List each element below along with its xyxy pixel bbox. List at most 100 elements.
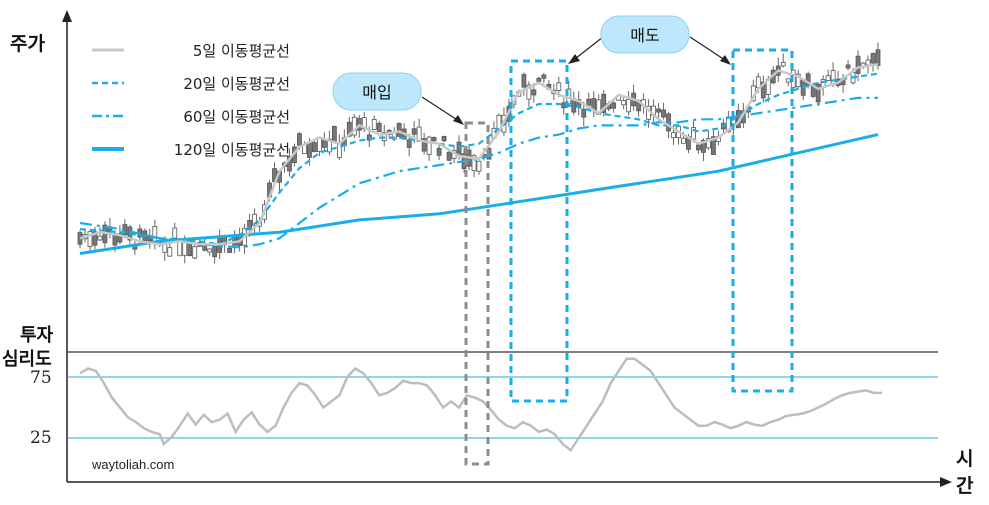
candle bbox=[371, 115, 377, 131]
moving-average-lines bbox=[79, 63, 879, 255]
candle-body bbox=[656, 108, 661, 113]
candle bbox=[416, 118, 422, 142]
candle bbox=[287, 148, 292, 177]
candle bbox=[760, 75, 766, 103]
candle-body bbox=[875, 49, 881, 66]
candle bbox=[780, 53, 786, 68]
candle bbox=[785, 78, 791, 87]
candle-body bbox=[681, 137, 686, 144]
candle bbox=[521, 72, 527, 96]
candle bbox=[611, 100, 617, 113]
candle bbox=[526, 81, 532, 107]
candle-body bbox=[611, 102, 617, 109]
candle bbox=[820, 75, 826, 96]
candle-body bbox=[760, 81, 766, 99]
candle bbox=[391, 127, 397, 142]
candle bbox=[870, 52, 876, 72]
candle-body bbox=[556, 82, 562, 91]
candle bbox=[207, 248, 213, 256]
x-axis-label-top: 시 bbox=[956, 448, 973, 470]
candle-body bbox=[526, 84, 532, 100]
candle bbox=[795, 69, 801, 90]
y-axis-label: 주가 bbox=[10, 33, 45, 55]
indicator-label-top: 투자 bbox=[20, 325, 54, 346]
candle bbox=[601, 89, 607, 117]
candle-body bbox=[701, 139, 706, 153]
candle-body bbox=[696, 144, 701, 151]
legend-label-ma60: 60일 이동평균선 bbox=[183, 108, 290, 126]
candle bbox=[351, 114, 357, 139]
candle-body bbox=[661, 109, 666, 118]
candle bbox=[132, 239, 138, 256]
legend-label-ma20: 20일 이동평균선 bbox=[183, 75, 290, 93]
candle-body bbox=[212, 245, 218, 258]
candle-body bbox=[536, 77, 542, 82]
legend-label-ma120: 120일 이동평균선 bbox=[174, 141, 290, 159]
legend: 5일 이동평균선 20일 이동평균선 60일 이동평균선 120일 이동평균선 bbox=[92, 42, 290, 159]
candle-body bbox=[441, 136, 447, 142]
buy-box bbox=[464, 121, 490, 466]
candle-body bbox=[785, 78, 791, 83]
candle-body bbox=[581, 108, 587, 118]
sell-callout-label: 매도 bbox=[630, 26, 659, 45]
candle bbox=[376, 121, 382, 133]
candle-body bbox=[177, 240, 183, 257]
candle-body bbox=[396, 122, 402, 137]
candle bbox=[326, 130, 332, 156]
candle-body bbox=[297, 133, 302, 146]
candle-body bbox=[855, 55, 861, 74]
candle-body bbox=[182, 241, 188, 256]
ma5-line bbox=[79, 63, 879, 246]
candle-body bbox=[621, 99, 627, 106]
candle-body bbox=[626, 99, 632, 113]
candle-body bbox=[436, 147, 442, 156]
candle bbox=[426, 135, 432, 161]
candle-body bbox=[431, 137, 437, 142]
ma60-line bbox=[79, 96, 878, 249]
candle bbox=[102, 221, 108, 248]
candle bbox=[825, 69, 831, 82]
candle bbox=[691, 120, 696, 143]
candle bbox=[661, 102, 666, 120]
buy-callout-label: 매입 bbox=[362, 83, 391, 102]
candle-body bbox=[780, 61, 786, 67]
candle-body bbox=[671, 132, 676, 138]
candle bbox=[541, 72, 547, 84]
candle-body bbox=[366, 134, 372, 141]
sell-arrow-2 bbox=[689, 36, 729, 63]
candle-body bbox=[351, 116, 357, 136]
candle bbox=[815, 82, 821, 107]
sell-arrowhead-2 bbox=[720, 55, 731, 65]
candle-body bbox=[471, 155, 477, 172]
candle-body bbox=[411, 128, 417, 135]
candle-body bbox=[706, 138, 711, 149]
candle bbox=[711, 129, 716, 156]
candle bbox=[626, 90, 632, 116]
candle-body bbox=[87, 231, 93, 248]
candle-body bbox=[247, 219, 252, 231]
sell-box-2 bbox=[731, 48, 794, 393]
buy-arrowhead bbox=[453, 115, 464, 125]
candle bbox=[805, 71, 811, 89]
candle-body bbox=[287, 156, 292, 172]
candle-body bbox=[381, 131, 387, 142]
candle-body bbox=[331, 125, 337, 143]
candle-body bbox=[117, 233, 123, 243]
candle-body bbox=[227, 248, 233, 253]
y-axis-arrow bbox=[62, 10, 72, 22]
candle bbox=[855, 50, 861, 82]
sell-box-1 bbox=[509, 59, 569, 403]
candle-body bbox=[531, 89, 537, 96]
candle bbox=[212, 245, 218, 264]
candle-body bbox=[870, 53, 876, 64]
candle-body bbox=[601, 93, 607, 113]
psychology-index-line bbox=[79, 357, 882, 453]
sell-callout bbox=[600, 15, 690, 54]
candle-body bbox=[192, 246, 198, 259]
candle-body bbox=[207, 248, 213, 253]
candle-body bbox=[561, 102, 567, 109]
candle-body bbox=[845, 64, 851, 69]
watermark: waytoliah.com bbox=[91, 457, 174, 472]
candle-body bbox=[711, 136, 716, 155]
candle-body bbox=[172, 227, 178, 239]
